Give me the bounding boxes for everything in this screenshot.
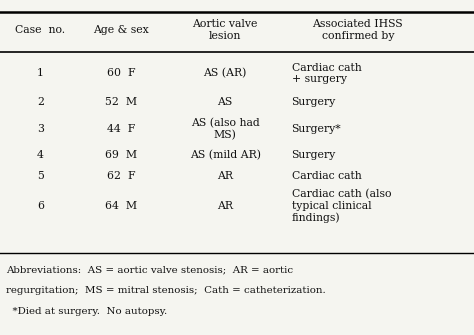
Text: 64  M: 64 M — [105, 201, 137, 211]
Text: 4: 4 — [37, 150, 44, 160]
Text: 1: 1 — [37, 68, 44, 78]
Text: regurgitation;  MS = mitral stenosis;  Cath = catheterization.: regurgitation; MS = mitral stenosis; Cat… — [6, 286, 326, 295]
Text: AR: AR — [217, 171, 233, 181]
Text: *Died at surgery.  No autopsy.: *Died at surgery. No autopsy. — [6, 307, 167, 316]
Text: AR: AR — [217, 201, 233, 211]
Text: 62  F: 62 F — [107, 171, 135, 181]
Text: Abbreviations:  AS = aortic valve stenosis;  AR = aortic: Abbreviations: AS = aortic valve stenosi… — [6, 266, 293, 275]
Text: Surgery: Surgery — [292, 150, 336, 160]
Text: 44  F: 44 F — [107, 124, 135, 134]
Text: Case  no.: Case no. — [15, 25, 65, 35]
Text: Cardiac cath: Cardiac cath — [292, 171, 361, 181]
Text: AS (also had
MS): AS (also had MS) — [191, 118, 260, 140]
Text: 5: 5 — [37, 171, 44, 181]
Text: 2: 2 — [37, 97, 44, 107]
Text: 6: 6 — [37, 201, 44, 211]
Text: Associated IHSS
confirmed by: Associated IHSS confirmed by — [312, 19, 403, 41]
Text: AS: AS — [218, 97, 233, 107]
Text: 60  F: 60 F — [107, 68, 135, 78]
Text: AS (AR): AS (AR) — [203, 68, 247, 78]
Text: AS (mild AR): AS (mild AR) — [190, 150, 261, 160]
Text: Aortic valve
lesion: Aortic valve lesion — [192, 19, 258, 41]
Text: Surgery: Surgery — [292, 97, 336, 107]
Text: 3: 3 — [37, 124, 44, 134]
Text: Cardiac cath
+ surgery: Cardiac cath + surgery — [292, 63, 361, 84]
Text: 52  M: 52 M — [105, 97, 137, 107]
Text: 69  M: 69 M — [105, 150, 137, 160]
Text: Age & sex: Age & sex — [93, 25, 149, 35]
Text: Surgery*: Surgery* — [292, 124, 341, 134]
Text: Cardiac cath (also
typical clinical
findings): Cardiac cath (also typical clinical find… — [292, 189, 391, 223]
